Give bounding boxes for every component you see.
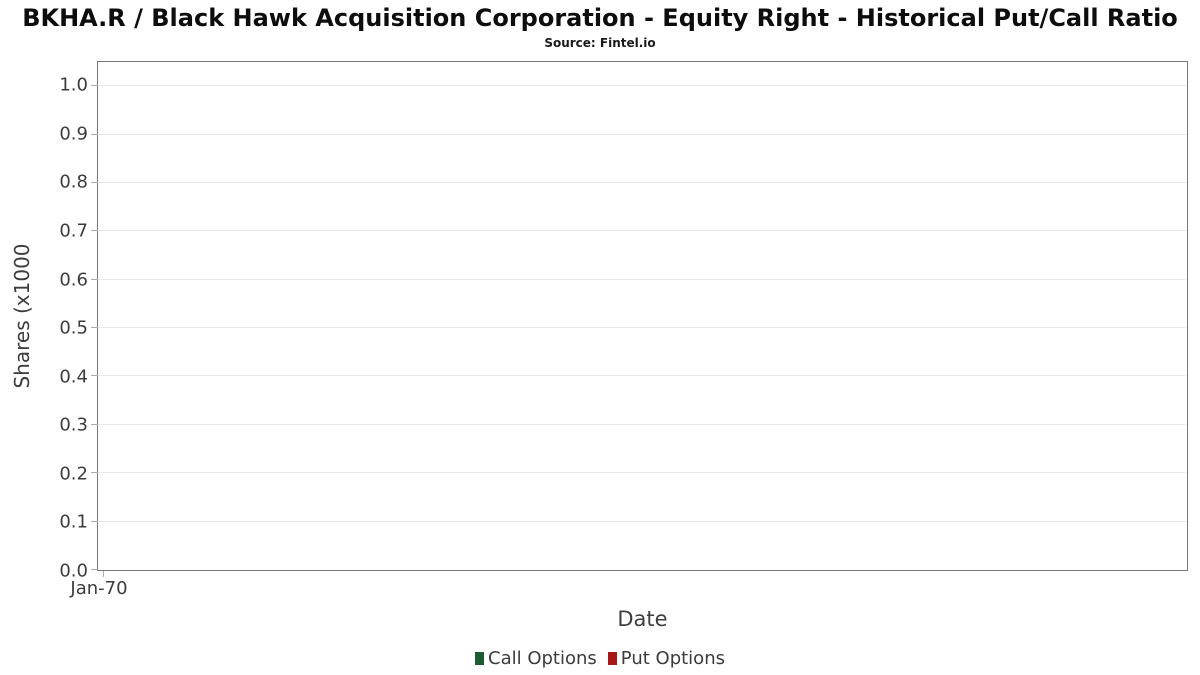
gridline [98, 230, 1187, 232]
y-tick-label: 0.2 [59, 463, 88, 485]
call-options-swatch [475, 652, 485, 665]
x-axis-label: Date [617, 607, 668, 631]
put-options-swatch [607, 652, 617, 665]
y-tick-mark [91, 423, 98, 425]
y-tick-label: 0.0 [59, 560, 88, 582]
y-tick-label: 0.3 [59, 414, 88, 436]
legend-item-put-options: Put Options [607, 648, 725, 669]
legend-label-put-options: Put Options [620, 648, 725, 669]
y-tick-label: 0.6 [59, 269, 88, 291]
y-tick-label: 0.8 [59, 171, 88, 193]
gridline [98, 472, 1187, 474]
legend: Call Options Put Options [0, 648, 1200, 669]
legend-label-call-options: Call Options [488, 648, 597, 669]
y-tick-label: 0.7 [59, 220, 88, 242]
y-tick-mark [91, 520, 98, 522]
chart-subtitle: Source: Fintel.io [544, 36, 656, 50]
y-tick-mark [91, 181, 98, 183]
gridline [98, 133, 1187, 135]
y-tick-label: 1.0 [59, 74, 88, 96]
y-tick-mark [91, 569, 98, 570]
y-tick-mark [91, 230, 98, 232]
gridline [98, 181, 1187, 183]
y-tick-mark [91, 133, 98, 135]
gridline [98, 375, 1187, 377]
y-axis-label: Shares (x1000 [10, 243, 34, 389]
gridline [98, 85, 1187, 87]
y-tick-label: 0.4 [59, 366, 88, 388]
gridline [98, 423, 1187, 425]
chart-title: BKHA.R / Black Hawk Acquisition Corporat… [22, 4, 1178, 32]
gridline [98, 327, 1187, 329]
legend-item-call-options: Call Options [475, 648, 597, 669]
y-tick-mark [91, 278, 98, 280]
y-tick-label: 0.9 [59, 123, 88, 145]
gridline [98, 520, 1187, 522]
y-tick-mark [91, 472, 98, 474]
gridline [98, 278, 1187, 280]
x-tick-mark [103, 571, 104, 577]
y-tick-label: 0.5 [59, 317, 88, 339]
y-tick-mark [91, 327, 98, 329]
plot-area [91, 61, 1188, 577]
y-tick-label: 0.1 [59, 511, 88, 533]
y-tick-mark [91, 375, 98, 377]
y-tick-mark [91, 85, 98, 87]
x-axis-tick-label: Jan-70 [70, 578, 128, 599]
